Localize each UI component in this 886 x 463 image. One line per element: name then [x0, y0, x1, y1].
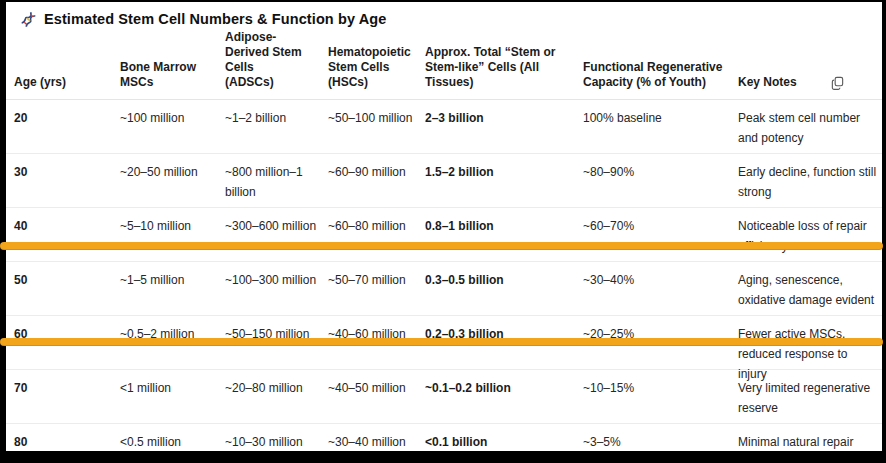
table-cell: 20	[14, 108, 120, 128]
table-cell: Peak stem cell number and potency	[738, 108, 882, 148]
table-row: 50~1–5 million~100–300 million~50–70 mil…	[6, 262, 882, 316]
table-row: 30~20–50 million~800 million–1 billion~6…	[6, 154, 882, 208]
table-cell: 2–3 billion	[425, 108, 583, 128]
column-header: Functional Regenerative Capacity (% of Y…	[583, 60, 738, 90]
table-row: 80<0.5 million~10–30 million~30–40 milli…	[6, 424, 882, 451]
table-cell: ~3–5%	[583, 432, 738, 451]
table-cell: 50	[14, 270, 120, 290]
table-cell: ~30–40 million	[328, 432, 425, 451]
table-cell: <1 million	[120, 378, 225, 398]
table-cell: 0.8–1 billion	[425, 216, 583, 236]
table-cell: ~40–50 million	[328, 378, 425, 398]
table-cell: ~60–90 million	[328, 162, 425, 182]
column-header: Approx. Total “Stem or Stem-like” Cells …	[425, 45, 583, 90]
column-header: Key Notes	[738, 75, 882, 90]
column-header: Hematopoietic Stem Cells (HSCs)	[328, 45, 425, 90]
highlight-bar-after-row-40	[0, 242, 883, 250]
table-cell: ~100–300 million	[225, 270, 328, 290]
column-header-label: Adipose-Derived Stem Cells (ADSCs)	[225, 30, 302, 89]
table-cell: 1.5–2 billion	[425, 162, 583, 182]
table-cell: ~10–30 million	[225, 432, 328, 451]
table-cell: ~60–80 million	[328, 216, 425, 236]
page-title: Estimated Stem Cell Numbers & Function b…	[44, 11, 386, 27]
table-cell: ~1–5 million	[120, 270, 225, 290]
table-cell: ~50–70 million	[328, 270, 425, 290]
table-row: 40~5–10 million~300–600 million~60–80 mi…	[6, 208, 882, 262]
stem-cell-table-panel: Estimated Stem Cell Numbers & Function b…	[6, 2, 882, 451]
column-header: Bone Marrow MSCs	[120, 60, 225, 90]
table-row: 70<1 million~20–80 million~40–50 million…	[6, 370, 882, 424]
table-row: 20~100 million~1–2 billion~50–100 millio…	[6, 100, 882, 154]
table-cell: ~20–50 million	[120, 162, 225, 182]
column-header: Adipose-Derived Stem Cells (ADSCs)	[225, 30, 315, 90]
table-cell: ~80–90%	[583, 162, 738, 182]
table-cell: Aging, senescence, oxidative damage evid…	[738, 270, 882, 310]
copy-table-button[interactable]	[830, 75, 845, 90]
table-cell: ~50–100 million	[328, 108, 425, 128]
table-cell: 70	[14, 378, 120, 398]
title-row: Estimated Stem Cell Numbers & Function b…	[6, 2, 882, 30]
table-cell: 0.3–0.5 billion	[425, 270, 583, 290]
column-header-label: Hematopoietic Stem Cells (HSCs)	[328, 45, 411, 89]
table-cell: Minimal natural repair capacity left	[738, 432, 882, 451]
table-cell: ~300–600 million	[225, 216, 328, 236]
column-header-label: Approx. Total “Stem or Stem-like” Cells …	[425, 45, 555, 89]
table-body: 20~100 million~1–2 billion~50–100 millio…	[6, 100, 882, 451]
table-header: Age (yrs) Bone Marrow MSCs Adipose-Derived…	[6, 30, 882, 100]
column-header-label: Age (yrs)	[14, 75, 66, 89]
table-cell: 30	[14, 162, 120, 182]
column-header-label: Functional Regenerative Capacity (% of Y…	[583, 60, 722, 89]
table-cell: ~800 million–1 billion	[225, 162, 328, 202]
table-cell: <0.5 million	[120, 432, 225, 451]
table-cell: ~20–80 million	[225, 378, 328, 398]
table-cell: ~1–2 billion	[225, 108, 328, 128]
table-cell: 40	[14, 216, 120, 236]
table-cell: Fewer active MSCs, reduced response to i…	[738, 324, 882, 384]
table-cell: ~60–70%	[583, 216, 738, 236]
table-cell: ~30–40%	[583, 270, 738, 290]
screenshot-frame: Estimated Stem Cell Numbers & Function b…	[0, 0, 886, 463]
table-cell: ~100 million	[120, 108, 225, 128]
table-cell: Early decline, function still strong	[738, 162, 882, 202]
copy-icon	[830, 75, 845, 90]
table-cell: Noticeable loss of repair efficiency	[738, 216, 882, 256]
table-cell: 80	[14, 432, 120, 451]
table-cell: 100% baseline	[583, 108, 738, 128]
table-cell: <0.1 billion	[425, 432, 583, 451]
column-header-label: Bone Marrow MSCs	[120, 60, 196, 89]
table-cell: Very limited regenerative reserve	[738, 378, 882, 418]
highlight-bar-after-row-60	[0, 338, 883, 346]
table-cell: ~5–10 million	[120, 216, 225, 236]
table-cell: ~10–15%	[583, 378, 738, 398]
column-header: Age (yrs)	[14, 75, 120, 90]
column-header-label: Key Notes	[738, 75, 797, 90]
table-cell: ~0.1–0.2 billion	[425, 378, 583, 398]
dna-icon	[20, 11, 37, 28]
